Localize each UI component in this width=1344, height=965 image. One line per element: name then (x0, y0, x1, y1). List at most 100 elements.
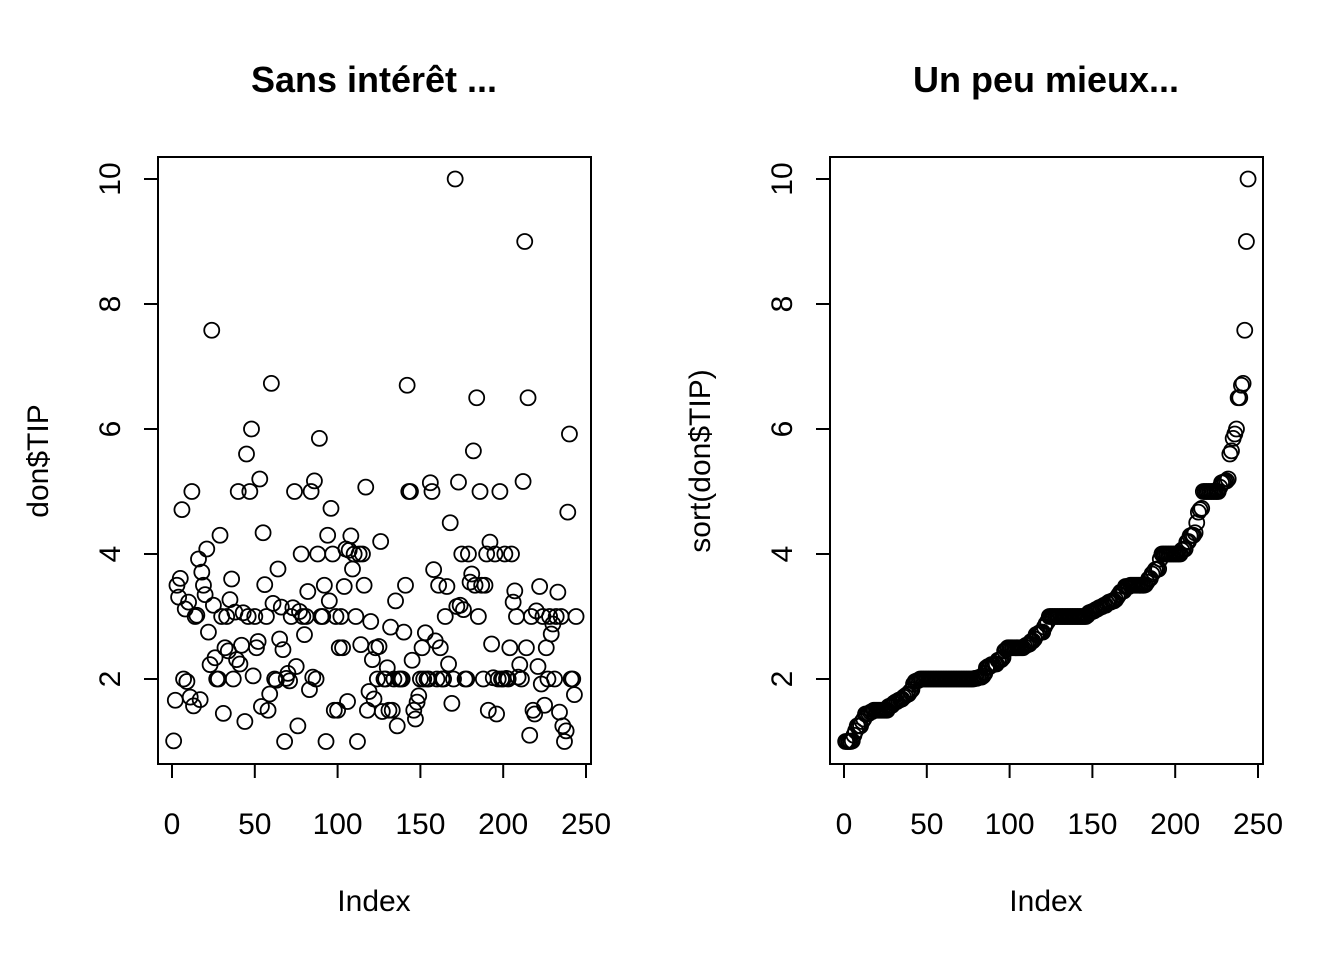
data-point (246, 608, 264, 625)
data-point (362, 613, 380, 630)
data-point (236, 713, 254, 730)
data-point (294, 608, 312, 625)
y-tick-label: 2 (94, 671, 127, 688)
data-point (359, 701, 376, 719)
data-point (539, 670, 557, 688)
data-point (536, 696, 553, 714)
data-point (171, 569, 189, 587)
data-point (262, 374, 280, 392)
data-point (1228, 420, 1245, 438)
data-point (345, 545, 363, 563)
x-tick-label: 100 (985, 808, 1035, 841)
data-point (344, 560, 361, 578)
data-point (499, 670, 517, 688)
data-point (173, 501, 191, 519)
data-point (363, 651, 381, 669)
data-point (175, 670, 192, 688)
data-point (370, 638, 388, 655)
data-point (566, 686, 583, 704)
data-point (385, 670, 403, 688)
panel-left-ticks: 0 50 100 150 200 250 2 4 6 8 10 (94, 162, 611, 841)
data-point (547, 608, 565, 625)
data-point (287, 658, 305, 675)
data-point (319, 526, 337, 544)
x-tick-label: 250 (1233, 808, 1283, 841)
data-point (405, 701, 423, 719)
data-point (1223, 442, 1240, 460)
data-point (306, 472, 323, 490)
data-point (491, 483, 509, 500)
data-point (443, 694, 461, 712)
data-point (281, 672, 298, 690)
data-point (238, 445, 255, 463)
data-point (269, 560, 287, 578)
data-point (522, 608, 540, 625)
data-point (567, 608, 585, 625)
data-point (289, 717, 307, 735)
data-point (537, 639, 555, 657)
data-point (196, 586, 214, 604)
data-point (1185, 526, 1202, 544)
x-tick-label: 200 (1150, 808, 1200, 841)
data-point (211, 526, 229, 544)
data-point (440, 655, 457, 673)
data-point (299, 583, 317, 600)
data-point (556, 733, 573, 750)
y-tick-label: 6 (94, 421, 127, 438)
y-tick-label: 4 (94, 546, 127, 563)
data-point (251, 470, 269, 488)
data-point (254, 524, 272, 542)
data-point (342, 527, 360, 545)
data-point (451, 596, 469, 614)
data-point (188, 606, 206, 624)
data-point (395, 623, 413, 641)
x-tick-label: 200 (478, 808, 528, 841)
data-point (355, 576, 373, 594)
data-point (329, 701, 347, 719)
data-point (383, 701, 401, 719)
panel-right-plot-box (829, 156, 1264, 765)
data-point (216, 639, 234, 657)
y-tick-label: 4 (766, 546, 799, 563)
data-point (264, 594, 282, 612)
data-point (1238, 233, 1255, 250)
data-point (479, 701, 497, 719)
data-point (228, 651, 245, 669)
x-tick-label: 150 (395, 808, 445, 841)
y-tick-label: 8 (766, 296, 799, 313)
data-point (446, 170, 464, 188)
data-point (513, 670, 530, 688)
data-point (410, 687, 428, 705)
data-point (408, 693, 426, 711)
data-point (178, 673, 196, 690)
data-point (257, 608, 275, 625)
data-point (334, 639, 351, 657)
data-point (464, 442, 482, 460)
data-point (506, 582, 524, 600)
data-point (402, 483, 419, 500)
data-point (193, 563, 211, 581)
data-point (310, 429, 328, 447)
data-point (407, 710, 424, 728)
data-point (516, 233, 534, 250)
panel-right-ylabel: sort(don$TIP) (684, 369, 717, 552)
data-point (509, 668, 527, 686)
data-point (503, 545, 520, 563)
data-point (224, 670, 242, 688)
data-point (234, 604, 252, 622)
data-point (541, 608, 558, 625)
data-point (488, 705, 505, 723)
data-point (1191, 501, 1209, 519)
data-point (1234, 374, 1252, 392)
data-point (1239, 170, 1257, 188)
data-point (190, 550, 207, 568)
data-point (365, 690, 383, 708)
data-point (248, 639, 265, 657)
data-point (469, 608, 487, 625)
panel-right-xlabel: Index (1009, 885, 1082, 918)
data-point (1193, 499, 1211, 517)
data-point (531, 578, 549, 595)
data-point (181, 688, 199, 706)
data-point (286, 483, 303, 500)
data-point (428, 670, 446, 688)
